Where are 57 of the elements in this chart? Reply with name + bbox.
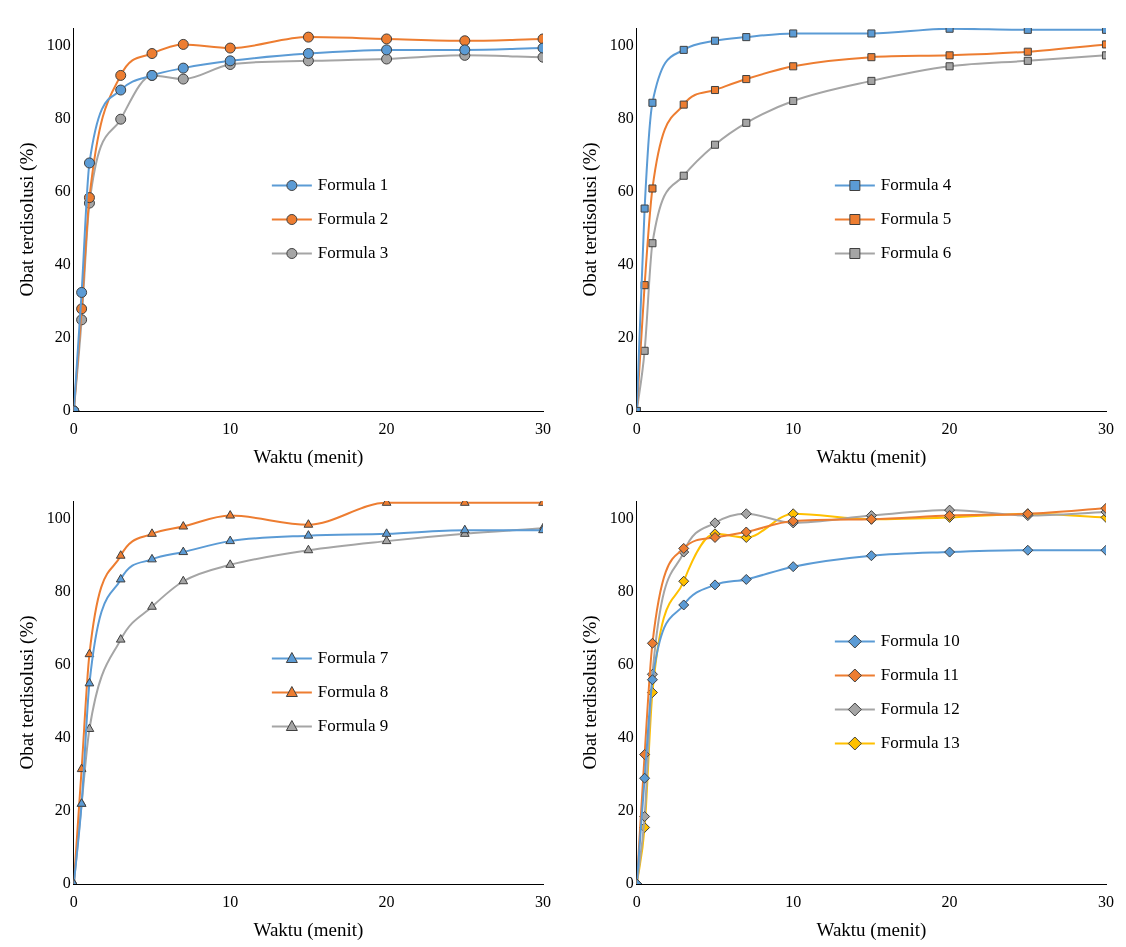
y-tick-label: 80	[54, 582, 71, 600]
y-tick-label: 40	[617, 728, 634, 746]
legend-label: Formula 10	[880, 630, 960, 650]
x-tick-label: 20	[378, 892, 395, 910]
x-axis-title: Waktu (menit)	[253, 445, 364, 468]
x-axis-title: Waktu (menit)	[253, 918, 364, 941]
y-tick-label: 20	[54, 801, 71, 819]
y-tick-label: 20	[54, 328, 71, 346]
y-tick-label: 40	[54, 728, 71, 746]
y-tick-label: 20	[617, 328, 634, 346]
x-tick-label: 30	[1098, 419, 1114, 437]
y-tick-label: 60	[617, 655, 634, 673]
x-tick-label: 30	[1098, 892, 1114, 910]
legend-label: Formula 1	[317, 174, 389, 194]
y-tick-label: 100	[609, 36, 634, 54]
y-tick-label: 40	[617, 255, 634, 273]
y-tick-label: 0	[625, 401, 634, 419]
x-tick-label: 30	[535, 892, 551, 910]
y-axis-title: Obat terdisolusi (%)	[579, 615, 602, 770]
legend-label: Formula 11	[880, 664, 960, 684]
legend-label: Formula 4	[880, 174, 952, 194]
y-tick-label: 0	[62, 874, 71, 892]
x-tick-label: 20	[941, 892, 958, 910]
y-tick-label: 100	[46, 36, 71, 54]
legend-label: Formula 8	[317, 681, 389, 701]
x-tick-label: 10	[785, 892, 802, 910]
y-tick-label: 80	[617, 582, 634, 600]
legend-label: Formula 9	[317, 715, 389, 735]
y-axis-title: Obat terdisolusi (%)	[579, 142, 602, 297]
legend-label: Formula 6	[880, 242, 952, 262]
legend-label: Formula 13	[880, 732, 960, 752]
x-axis-title: Waktu (menit)	[816, 918, 927, 941]
x-tick-label: 30	[535, 419, 551, 437]
y-tick-label: 20	[617, 801, 634, 819]
x-tick-label: 20	[941, 419, 958, 437]
legend-label: Formula 2	[317, 208, 389, 228]
y-axis-title: Obat terdisolusi (%)	[16, 615, 39, 770]
x-tick-label: 10	[222, 419, 239, 437]
legend-label: Formula 5	[880, 208, 952, 228]
legend-label: Formula 7	[317, 647, 389, 667]
y-tick-label: 60	[54, 655, 71, 673]
y-axis-title: Obat terdisolusi (%)	[16, 142, 39, 297]
x-tick-label: 20	[378, 419, 395, 437]
y-tick-label: 80	[617, 109, 634, 127]
x-tick-label: 10	[222, 892, 239, 910]
y-tick-label: 40	[54, 255, 71, 273]
y-tick-label: 100	[46, 509, 71, 527]
legend-label: Formula 12	[880, 698, 960, 718]
y-tick-label: 0	[62, 401, 71, 419]
y-tick-label: 60	[54, 182, 71, 200]
y-tick-label: 60	[617, 182, 634, 200]
y-tick-label: 100	[609, 509, 634, 527]
x-axis-title: Waktu (menit)	[816, 445, 927, 468]
y-tick-label: 80	[54, 109, 71, 127]
x-tick-label: 10	[785, 419, 802, 437]
legend-label: Formula 3	[317, 242, 389, 262]
y-tick-label: 0	[625, 874, 634, 892]
